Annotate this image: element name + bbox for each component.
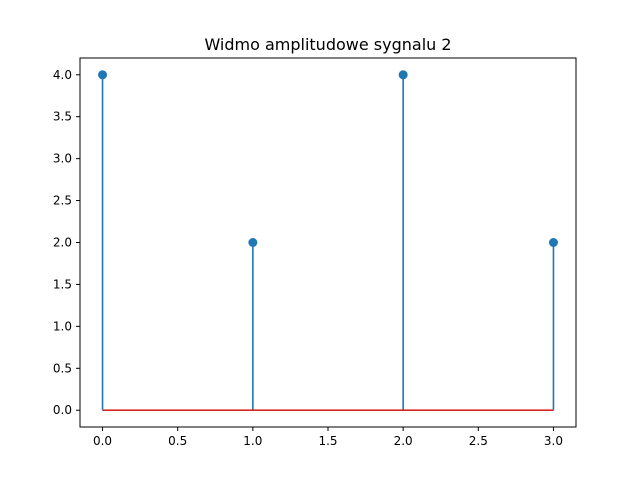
y-tick-label: 0.5 [53, 361, 72, 375]
y-tick-label: 0.0 [53, 403, 72, 417]
stem-marker [248, 238, 258, 247]
y-tick-label: 3.0 [53, 152, 72, 166]
x-tick-label: 1.5 [318, 434, 337, 448]
plot-marks [98, 70, 558, 412]
stem-marker [98, 70, 108, 80]
x-tick-label: 0.0 [93, 434, 112, 448]
y-tick-label: 4.0 [53, 68, 72, 82]
y-axis-ticks: 0.0 0.5 1.0 1.5 2.0 2.5 3.0 3.5 4.0 [53, 68, 80, 417]
y-tick-label: 1.5 [53, 277, 72, 291]
x-tick-label: 2.0 [394, 434, 413, 448]
plot-area-frame [79, 57, 577, 428]
stem-marker [548, 238, 558, 247]
x-tick-label: 1.0 [243, 434, 262, 448]
x-axis-ticks: 0.0 0.5 1.0 1.5 2.0 2.5 3.0 [93, 427, 563, 448]
y-tick-label: 1.0 [53, 319, 72, 333]
y-tick-label: 2.5 [53, 194, 72, 208]
y-tick-label: 3.5 [53, 110, 72, 124]
x-tick-label: 0.5 [168, 434, 187, 448]
chart-title: Widmo amplitudowe sygnalu 2 [204, 35, 451, 54]
stem-marker [398, 70, 408, 80]
x-tick-label: 2.5 [469, 434, 488, 448]
y-tick-label: 2.0 [53, 236, 72, 250]
x-tick-label: 3.0 [544, 434, 563, 448]
